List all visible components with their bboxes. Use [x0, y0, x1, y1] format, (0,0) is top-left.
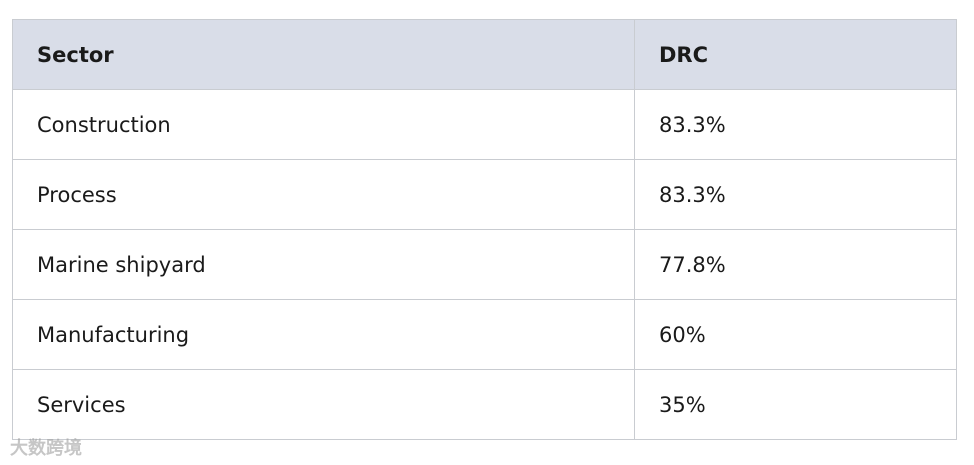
table-row: Services 35% [12, 369, 957, 440]
table-cell: Manufacturing [12, 299, 635, 370]
table-cell: 83.3% [634, 89, 957, 160]
table-cell: 77.8% [634, 229, 957, 300]
table-row: Manufacturing 60% [12, 299, 957, 370]
table-cell: 35% [634, 369, 957, 440]
table-cell: 60% [634, 299, 957, 370]
table-cell: 83.3% [634, 159, 957, 230]
table-body: Construction 83.3% Process 83.3% Marine ship… [12, 89, 957, 440]
header-cell: Sector [12, 19, 635, 90]
watermark: 大数跨境 [10, 438, 82, 459]
header-cell: DRC [634, 19, 957, 90]
data-table: Sector DRC Construction 83.3% Process 83.3% M… [12, 19, 957, 440]
table-cell: Process [12, 159, 635, 230]
table-row: Marine shipyard 77.8% [12, 229, 957, 300]
table-row: Construction 83.3% [12, 89, 957, 160]
table-cell: Services [12, 369, 635, 440]
table-row: Process 83.3% [12, 159, 957, 230]
table-header: Sector DRC [12, 19, 957, 90]
table-cell: Construction [12, 89, 635, 160]
table-cell: Marine shipyard [12, 229, 635, 300]
header-row: Sector DRC [12, 19, 957, 90]
